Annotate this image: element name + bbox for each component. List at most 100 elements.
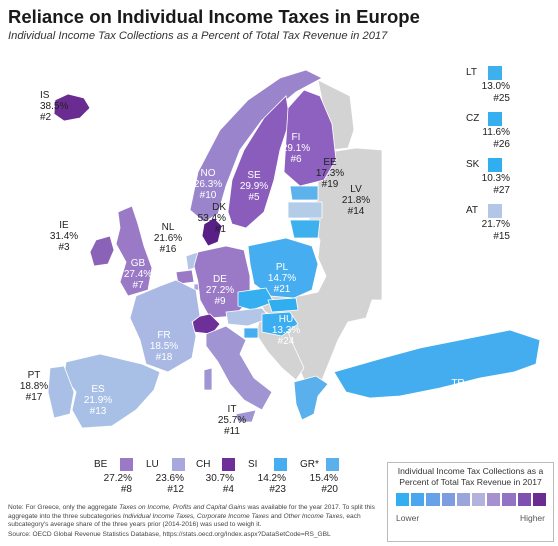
side-item-rank: #25 xyxy=(493,93,510,104)
legend-swatch xyxy=(472,493,486,506)
side-item-values: 21.7% #15 xyxy=(462,219,510,243)
label-IT-value: 25.7% xyxy=(218,415,246,426)
label-IS-rank: #2 xyxy=(40,112,52,123)
country-NO xyxy=(189,69,323,223)
label-HU-code: HU xyxy=(279,314,293,325)
side-item-swatch xyxy=(488,112,502,126)
label-IT-rank: #11 xyxy=(224,426,240,437)
label-PT-value: 18.8% xyxy=(20,381,48,392)
label-EE-code: EE xyxy=(323,157,337,168)
label-NO-value: 26.3% xyxy=(194,179,222,190)
legend-scale xyxy=(396,493,547,506)
label-DE-rank: #9 xyxy=(214,296,226,307)
country-HU xyxy=(261,311,299,337)
label-NL-rank: #16 xyxy=(160,244,177,255)
label-NL-code: NL xyxy=(162,222,175,233)
legend-swatch xyxy=(396,493,410,506)
country-FI xyxy=(283,89,337,187)
label-DK-value: 53.4% xyxy=(198,213,226,224)
label-PT-rank: #17 xyxy=(26,392,43,403)
bottom-item-swatch xyxy=(326,458,339,471)
country-FR xyxy=(129,279,201,373)
source-note: Source: OECD Global Revenue Statistics D… xyxy=(8,531,331,538)
note-text-b: Taxes on Income, Profits and Capital Gai… xyxy=(119,504,246,511)
label-SE-rank: #5 xyxy=(248,192,260,203)
side-item-values: 11.6% #26 xyxy=(462,127,510,151)
side-item-code: LT xyxy=(466,67,477,78)
label-EE-value: 17.3% xyxy=(316,168,344,179)
note-text-a: Note: For Greece, only the aggregate xyxy=(8,504,120,511)
label-TR-rank: #22 xyxy=(450,400,467,411)
label-TR-code: TR xyxy=(451,378,464,389)
bottom-item-values: 14.2% #23 xyxy=(240,473,286,495)
country-BE xyxy=(175,269,195,285)
country-IE xyxy=(89,235,115,267)
label-IS-value: 38.5% xyxy=(40,101,68,112)
label-PT-code: PT xyxy=(28,370,41,381)
label-ES-rank: #13 xyxy=(90,406,107,417)
footnote: Note: For Greece, only the aggregate Tax… xyxy=(8,504,380,530)
country-IT xyxy=(205,325,273,411)
label-LV-code: LV xyxy=(350,184,362,195)
label-IT-code: IT xyxy=(228,404,237,415)
note-text-g: , each subcategory's average share of th… xyxy=(8,512,361,529)
bottom-item-code: CH xyxy=(196,459,211,470)
label-SE-value: 29.9% xyxy=(240,181,268,192)
label-DK-code: DK xyxy=(212,202,226,213)
bottom-item-code: GR* xyxy=(300,459,319,470)
label-FI-rank: #6 xyxy=(290,154,302,165)
page-title: Reliance on Individual Income Taxes in E… xyxy=(8,6,420,27)
bottom-item-value: 15.4% xyxy=(309,473,338,484)
label-DE-value: 27.2% xyxy=(206,285,234,296)
legend-swatch xyxy=(517,493,531,506)
side-item-rank: #27 xyxy=(493,185,510,196)
label-ES-code: ES xyxy=(91,384,105,395)
side-item-values: 13.0% #25 xyxy=(462,81,510,105)
legend-low-label: Lower xyxy=(396,513,420,523)
legend-swatch xyxy=(441,493,455,506)
label-PL-rank: #21 xyxy=(274,284,291,295)
note-text-e: and xyxy=(268,512,284,520)
country-labels: IS38.5%#2FI29.1%#6NO26.3%#10SE29.9%#5EE1… xyxy=(20,90,472,437)
side-item-value: 11.6% xyxy=(482,127,510,138)
country-LT xyxy=(289,219,321,239)
label-GB-code: GB xyxy=(131,258,146,269)
side-item-swatch xyxy=(488,204,502,218)
note-text-c: was available for the year 2017. To spli… xyxy=(8,504,375,520)
legend-title: Individual Income Tax Collections as a P… xyxy=(397,466,544,487)
country-LV xyxy=(287,201,323,219)
country-SE xyxy=(227,95,291,229)
label-NO-code: NO xyxy=(201,168,216,179)
country-CZ xyxy=(237,287,275,311)
bottom-item-values: 15.4% #20 xyxy=(292,473,338,495)
country-PT xyxy=(47,365,75,419)
country-ES xyxy=(63,353,161,429)
side-item-swatch xyxy=(488,158,502,172)
side-item-values: 10.3% #27 xyxy=(462,173,510,197)
label-FR-rank: #18 xyxy=(156,352,173,363)
label-LV-rank: #14 xyxy=(348,206,365,217)
legend-swatch xyxy=(426,493,440,506)
country-EE xyxy=(289,185,319,201)
bottom-item-value: 30.7% xyxy=(205,473,234,484)
bottom-item-rank: #23 xyxy=(269,484,286,495)
page-subtitle: Individual Income Tax Collections as a P… xyxy=(8,30,388,42)
label-TR-value: 14.5% xyxy=(444,389,472,400)
label-EE-rank: #19 xyxy=(322,179,339,190)
country-TR xyxy=(333,329,541,399)
country-DK xyxy=(201,217,223,247)
country-AT xyxy=(225,307,271,327)
country-SI xyxy=(243,327,259,339)
label-IE-value: 31.4% xyxy=(50,231,78,242)
legend-swatch xyxy=(532,493,547,506)
bottom-item-swatch xyxy=(172,458,185,471)
side-item-code: SK xyxy=(466,159,480,170)
bottom-item-value: 23.6% xyxy=(155,473,184,484)
side-item-rank: #26 xyxy=(493,139,510,150)
label-FI-code: FI xyxy=(292,132,301,143)
legend-swatch xyxy=(502,493,516,506)
note-text-d: Individual Income Taxes, Corporate Incom… xyxy=(122,512,269,520)
country-SK xyxy=(267,297,299,313)
side-item-rank: #15 xyxy=(493,231,510,242)
